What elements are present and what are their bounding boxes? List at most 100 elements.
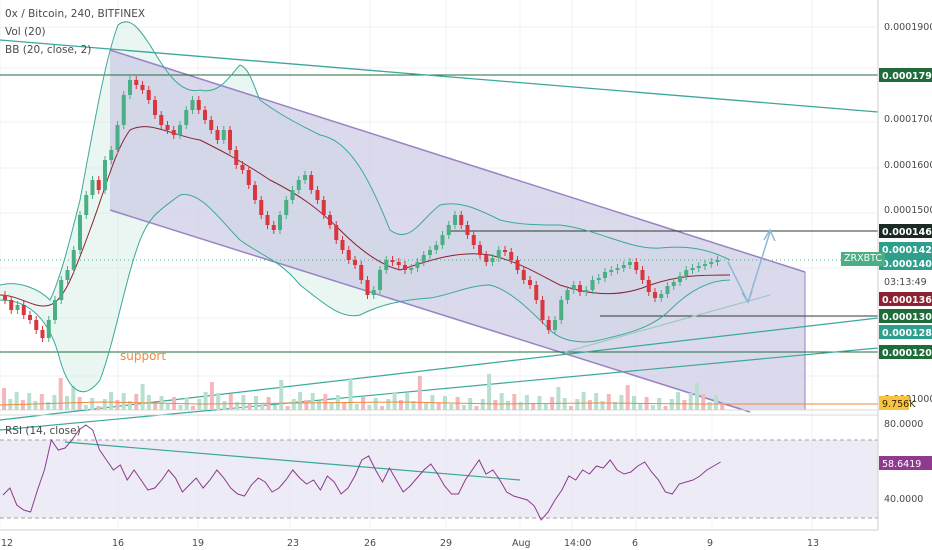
candle-body — [128, 80, 132, 95]
projection-arrows — [727, 228, 776, 304]
candle-body — [490, 258, 495, 262]
candle-body — [509, 252, 514, 260]
candle-body — [484, 255, 489, 262]
volume-bar — [279, 380, 284, 410]
candle-body — [315, 190, 320, 200]
candle-body — [409, 268, 414, 270]
volume-bar — [669, 399, 674, 410]
price-label: 0.00012058 — [882, 348, 932, 359]
bar-countdown: 03:13:49 — [881, 276, 930, 290]
volume-bar — [713, 395, 718, 410]
volume-bar — [386, 399, 391, 410]
volume-bar — [682, 400, 687, 410]
price-label-bg — [879, 256, 932, 270]
symbol-tag[interactable]: ZRXBTC — [841, 252, 886, 266]
volume-bar — [688, 393, 693, 410]
price-labels: 0.00017958 0.00014628 0.00014247 0.00014054… — [879, 68, 932, 470]
candle-body — [271, 225, 276, 230]
candle-body — [196, 100, 201, 110]
volume-bar — [102, 399, 107, 410]
volume-label-bg — [879, 396, 909, 410]
volume-bar — [247, 403, 252, 410]
volume-bar — [222, 401, 227, 410]
volume-bar — [20, 400, 25, 410]
volume-bar — [291, 399, 296, 410]
candle-body — [709, 262, 714, 264]
candle-body — [659, 294, 664, 298]
volume-bar — [594, 393, 599, 410]
candle-body — [190, 100, 195, 110]
volume-ma — [0, 401, 878, 406]
trend-upper — [0, 39, 879, 113]
volume-bar — [96, 406, 101, 410]
volume-bar — [417, 376, 422, 410]
candle-body — [690, 268, 695, 270]
volume-bar — [581, 392, 586, 410]
volume-bar — [46, 402, 51, 410]
volume-bar — [191, 406, 195, 410]
volume-bar — [298, 392, 303, 410]
bb-lower — [0, 194, 731, 392]
channel-upper — [109, 49, 806, 273]
candle-body — [259, 200, 264, 215]
volume-bar — [569, 406, 573, 410]
volume-bar — [140, 384, 145, 410]
candle-body — [684, 270, 689, 276]
candle-body — [65, 270, 70, 280]
volume-bar — [361, 397, 366, 410]
candle-body — [9, 300, 14, 310]
volume-bar — [216, 393, 221, 410]
candle-body — [628, 262, 632, 265]
volume-bar — [493, 400, 498, 410]
volume-bar — [537, 396, 542, 410]
candle-body — [384, 260, 389, 270]
volume-bar — [625, 385, 630, 410]
volume-bar — [90, 398, 95, 410]
volume-bar — [619, 395, 624, 410]
volume-bar — [52, 395, 57, 410]
volume-bar — [77, 397, 82, 410]
volume-bar — [461, 405, 466, 410]
candle-body — [646, 280, 651, 292]
candle-body — [278, 215, 282, 230]
candle-body — [496, 250, 501, 258]
candle-body — [296, 180, 301, 190]
candle-body — [165, 125, 170, 130]
candle-body — [396, 262, 401, 265]
candle-body — [234, 150, 239, 165]
bb-basis — [0, 126, 731, 307]
volume-bar — [720, 403, 725, 410]
volume-bar — [260, 404, 265, 410]
candle-body — [678, 276, 682, 282]
candle-body — [121, 95, 126, 125]
candle-body — [359, 265, 364, 280]
price-label-bg — [879, 292, 932, 306]
price-label-bg — [879, 309, 932, 323]
candle-body — [103, 160, 107, 190]
candle-body — [15, 305, 20, 310]
volume-bar — [474, 406, 479, 410]
rsi-tick: 40.0000 — [884, 494, 923, 505]
price-label-bg — [879, 68, 932, 82]
candle-body — [634, 262, 639, 270]
candle-body — [209, 120, 214, 130]
price-label: 0.00017958 — [882, 71, 932, 82]
volume-bar — [115, 400, 120, 410]
price-label: 0.00014054 — [882, 259, 932, 270]
candlesticks — [3, 76, 720, 342]
candle-body — [153, 100, 157, 115]
candle-body — [640, 270, 645, 280]
volume-bar — [165, 404, 170, 410]
volume-bar — [424, 402, 429, 410]
candle-body — [696, 266, 701, 268]
price-label: 0.00013008 — [882, 312, 932, 323]
candle-body — [596, 278, 601, 280]
candle-body — [471, 235, 476, 245]
candle-body — [290, 190, 295, 200]
price-label-bg — [879, 224, 932, 238]
candle-body — [390, 260, 395, 262]
rsi-band — [0, 440, 878, 518]
candle-body — [328, 215, 332, 225]
candle-body — [96, 180, 101, 190]
